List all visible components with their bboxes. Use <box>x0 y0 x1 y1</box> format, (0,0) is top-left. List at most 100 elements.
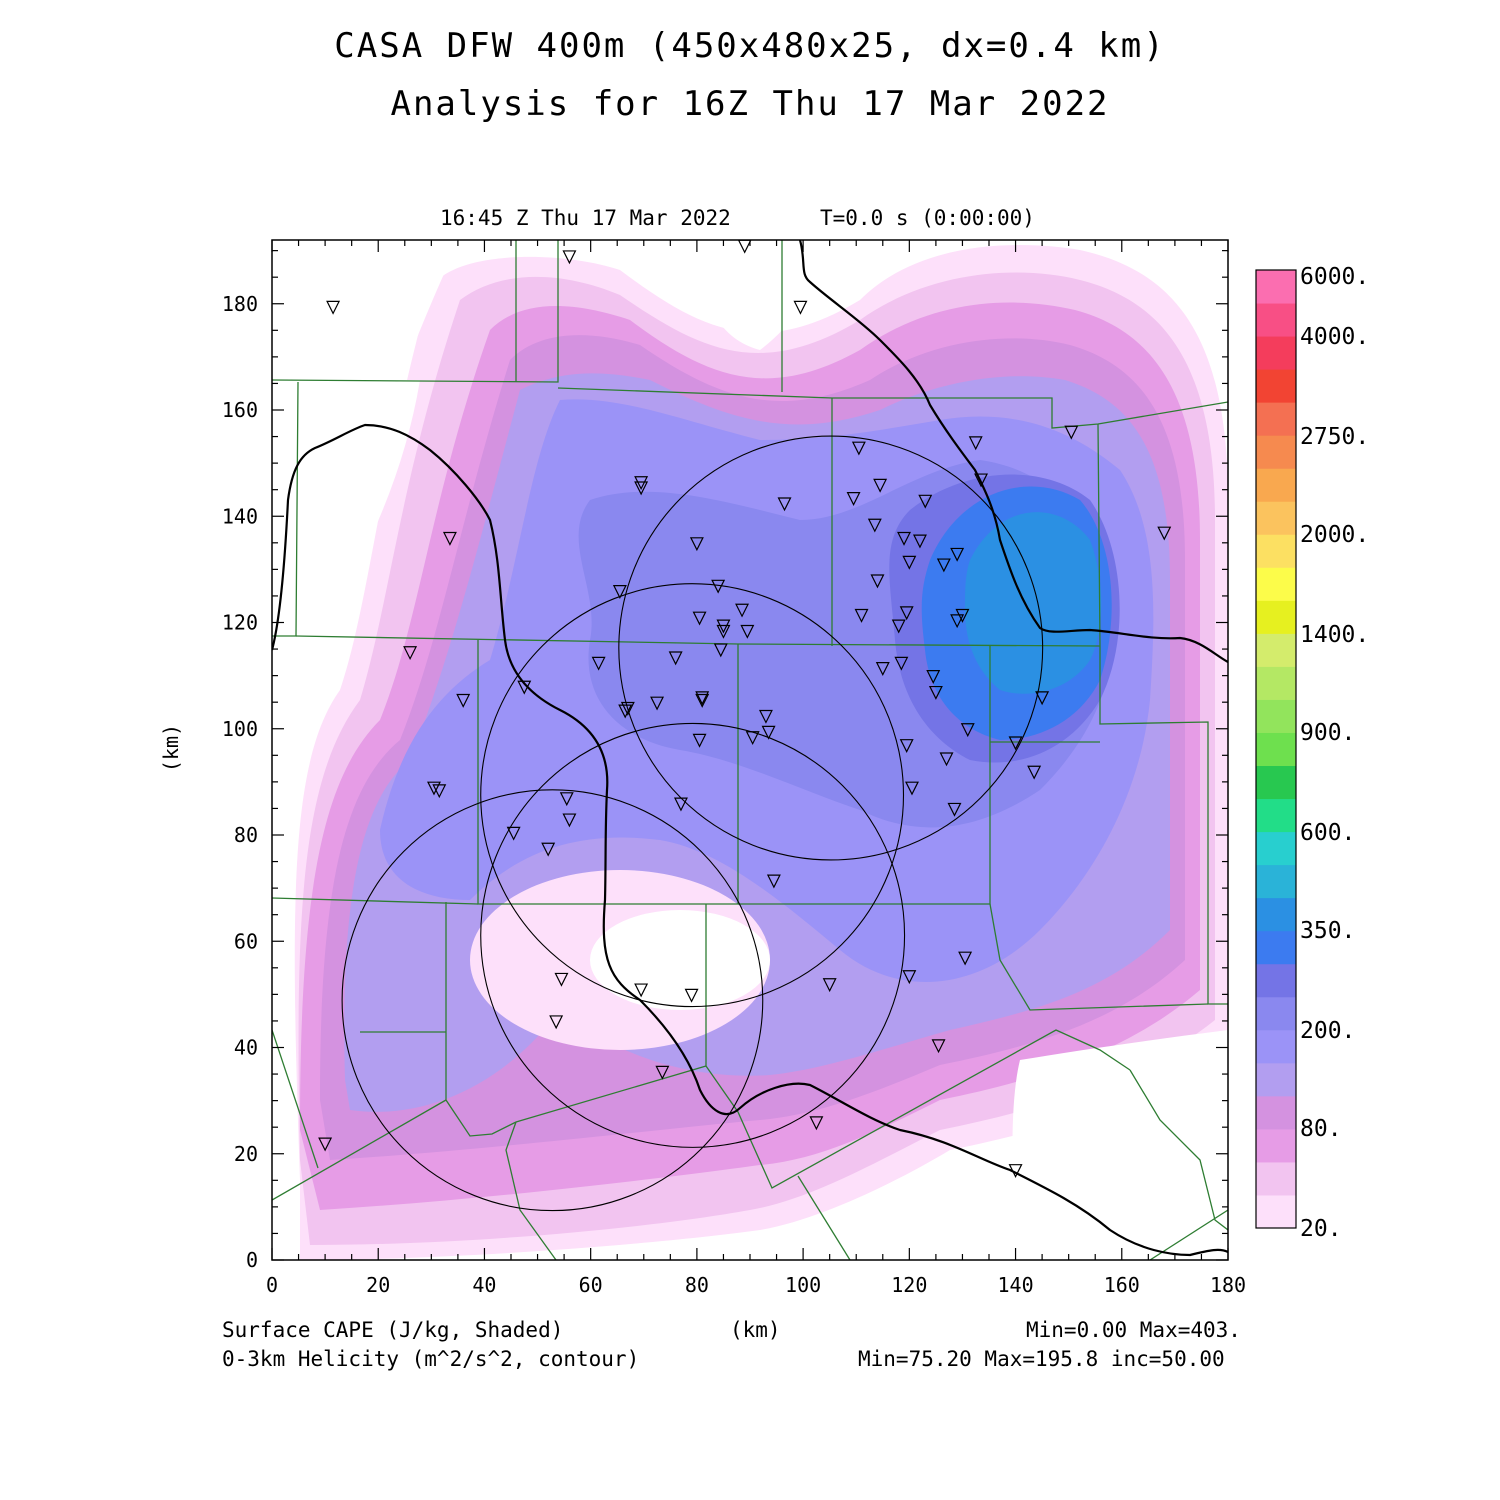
station-marker <box>668 651 683 666</box>
plot-title: CASA DFW 400m (450x480x25, dx=0.4 km) <box>334 26 1166 66</box>
colorbar-label: 80. <box>1300 1116 1342 1142</box>
colorbar-frame <box>1255 269 1297 1229</box>
colorbar-label: 2750. <box>1300 424 1369 450</box>
station-marker <box>867 518 882 533</box>
station-marker <box>554 972 569 987</box>
station-marker <box>902 555 917 570</box>
station-marker <box>442 531 457 546</box>
station-marker <box>634 983 649 998</box>
y-tick-label: 100 <box>222 717 258 741</box>
model-time: T=0.0 s (0:00:00) <box>820 206 1035 230</box>
station-marker <box>931 1039 946 1054</box>
station-marker <box>618 704 633 719</box>
colorbar-swatch <box>1256 567 1296 601</box>
station-marker <box>559 792 574 807</box>
station-marker <box>761 725 776 740</box>
station-marker <box>905 781 919 796</box>
station-marker <box>960 723 975 738</box>
plot-subtitle: Analysis for 16Z Thu 17 Mar 2022 <box>390 84 1110 124</box>
station-marker <box>506 826 521 841</box>
station-marker <box>1157 526 1172 541</box>
x-tick-label: 160 <box>1104 1273 1140 1297</box>
station-marker <box>854 608 869 623</box>
x-tick-label: 120 <box>891 1273 927 1297</box>
colorbar-swatch <box>1256 1161 1296 1196</box>
colorbar-swatch <box>1256 765 1296 800</box>
x-tick-label: 180 <box>1210 1273 1246 1297</box>
station-marker <box>432 784 447 799</box>
station-marker <box>1035 691 1050 706</box>
station-marker <box>620 701 635 716</box>
station-marker <box>695 691 710 706</box>
station-marker <box>695 693 710 708</box>
y-tick-label: 140 <box>222 504 258 528</box>
y-tick-label: 0 <box>246 1248 258 1272</box>
valid-time: 16:45 Z Thu 17 Mar 2022 <box>440 206 731 230</box>
station-marker <box>735 603 750 618</box>
station-marker <box>926 670 941 684</box>
x-tick-label: 20 <box>366 1273 390 1297</box>
station-marker <box>846 492 861 506</box>
station-marker <box>822 978 837 993</box>
colorbar-swatch <box>1256 930 1296 965</box>
station-marker <box>894 656 909 671</box>
colorbar-label: 600. <box>1300 820 1355 846</box>
station-markers <box>318 240 1172 1179</box>
colorbar-swatch <box>1256 1194 1296 1229</box>
station-marker <box>1008 736 1023 751</box>
station-marker <box>974 473 989 488</box>
station-marker <box>689 537 704 552</box>
colorbar-label: 900. <box>1300 720 1355 746</box>
x-axis-unit: (km) <box>730 1318 781 1342</box>
dryline-boundary <box>272 240 1228 1257</box>
station-marker <box>713 643 728 658</box>
colorbar-swatch <box>1256 402 1296 436</box>
station-marker <box>403 646 418 661</box>
helicity-contour-2 <box>618 435 1044 861</box>
colorbar-label: 350. <box>1300 918 1355 944</box>
colorbar-swatch <box>1256 666 1296 700</box>
station-marker <box>716 619 731 634</box>
station-marker <box>928 685 943 700</box>
cape-colorbar <box>1255 269 1297 1229</box>
x-tick-label: 60 <box>579 1273 603 1297</box>
footer-helicity-range: Min=75.20 Max=195.8 inc=50.00 <box>858 1347 1225 1371</box>
footer-cape-range: Min=0.00 Max=403. <box>1026 1318 1241 1342</box>
colorbar-swatch <box>1256 501 1296 535</box>
station-marker <box>745 731 760 746</box>
station-marker <box>655 1065 670 1080</box>
y-tick-label: 160 <box>222 398 258 422</box>
colorbar-labels: 6000. 4000. 2750. 2000. 1400. 900. 600. 350. 200… <box>1300 264 1369 1242</box>
axis-tick-labels: 0 20 40 60 80 100 120 140 160 180 0 20 40 60 80 100 120 1… <box>222 292 1246 1297</box>
station-marker <box>891 619 906 634</box>
station-marker <box>612 585 627 599</box>
station-marker <box>958 951 973 966</box>
x-tick-label: 80 <box>685 1273 709 1297</box>
station-marker <box>899 739 914 754</box>
colorbar-swatch <box>1256 996 1296 1031</box>
station-marker <box>326 300 341 315</box>
colorbar-label: 1400. <box>1300 622 1369 648</box>
station-marker <box>939 752 954 767</box>
colorbar-label: 2000. <box>1300 522 1369 548</box>
station-marker <box>1064 425 1079 440</box>
axis-ticks <box>271 240 1229 1261</box>
station-marker <box>692 611 707 626</box>
colorbar-swatch <box>1256 1128 1296 1163</box>
y-tick-label: 80 <box>234 823 258 847</box>
station-marker <box>517 680 532 695</box>
colorbar-swatch <box>1256 270 1296 304</box>
station-marker <box>950 614 965 629</box>
x-tick-label: 140 <box>997 1273 1033 1297</box>
colorbar-swatch <box>1256 1062 1296 1097</box>
station-marker <box>873 478 888 493</box>
station-marker <box>591 656 606 671</box>
colorbar-swatch <box>1256 633 1296 667</box>
station-marker <box>918 494 933 509</box>
colorbar-swatch <box>1256 336 1296 370</box>
station-marker <box>875 662 890 676</box>
station-marker <box>716 624 731 639</box>
station-marker <box>1027 765 1042 780</box>
station-marker <box>897 531 911 546</box>
